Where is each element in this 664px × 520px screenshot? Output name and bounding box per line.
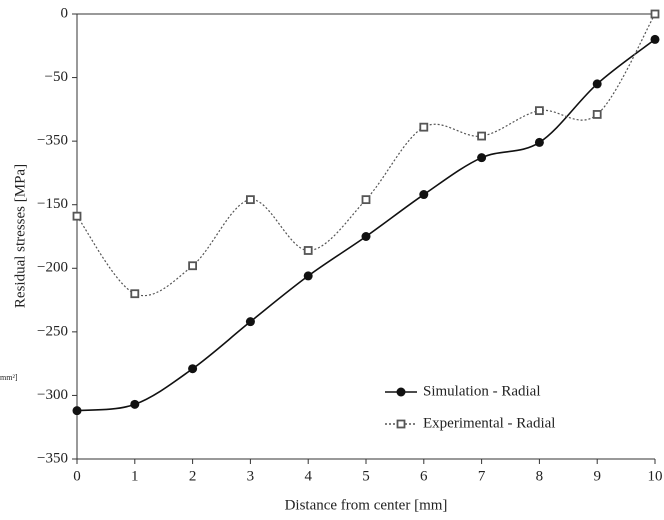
x-tick-label: 8: [536, 468, 544, 484]
legend-marker: [396, 419, 406, 429]
y-tick-label: −250: [37, 323, 68, 339]
y-tick-label: −300: [37, 387, 68, 403]
point: [419, 122, 429, 132]
legend-label: Experimental - Radial: [423, 415, 555, 431]
x-tick-label: 3: [247, 468, 255, 484]
x-tick-label: 6: [420, 468, 428, 484]
point: [188, 261, 198, 271]
y-axis-label: Residual stresses [MPa]: [12, 164, 28, 308]
y-tick-label: −200: [37, 260, 68, 276]
y-tick-label: −350: [37, 450, 68, 466]
point: [361, 195, 371, 205]
point: [592, 110, 602, 119]
point: [535, 106, 544, 116]
point: [303, 246, 313, 255]
point: [419, 190, 429, 200]
point: [650, 9, 660, 19]
y-tick-label: 0: [61, 5, 69, 21]
x-tick-label: 0: [73, 468, 81, 484]
y-tick-label: −150: [37, 196, 68, 212]
x-tick-label: 1: [131, 468, 139, 484]
point: [245, 317, 255, 327]
point: [72, 406, 82, 416]
point: [477, 153, 487, 163]
point: [477, 131, 487, 141]
x-tick-label: 9: [593, 468, 601, 484]
point: [592, 79, 602, 89]
x-tick-label: 4: [304, 468, 312, 484]
point: [130, 399, 140, 409]
legend-marker: [396, 387, 406, 397]
legend-label: Simulation - Radial: [423, 383, 541, 399]
annotation: mm²]: [0, 373, 18, 382]
point: [130, 289, 140, 299]
x-tick-label: 10: [648, 468, 663, 484]
point: [650, 34, 660, 44]
x-tick-label: 2: [189, 468, 197, 484]
point: [72, 211, 82, 221]
point: [245, 195, 255, 205]
x-axis-label: Distance from center [mm]: [285, 497, 448, 513]
point: [534, 137, 544, 147]
x-tick-label: 5: [362, 468, 370, 484]
point: [188, 364, 198, 374]
point: [303, 271, 313, 281]
y-tick-label: −50: [45, 69, 68, 85]
series-line: [76, 13, 656, 297]
series-line: [76, 38, 656, 412]
point: [361, 232, 371, 241]
x-tick-label: 7: [478, 468, 486, 484]
y-tick-label: −350: [37, 133, 68, 149]
